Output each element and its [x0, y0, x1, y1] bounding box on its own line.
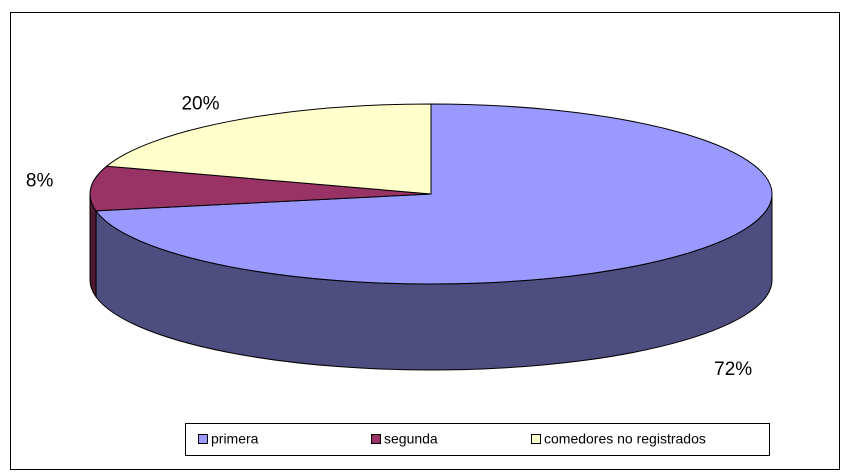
- legend-swatch: [198, 434, 208, 444]
- data-label: 8%: [26, 171, 54, 192]
- pie-tops: [89, 103, 773, 285]
- legend-label: segunda: [384, 431, 438, 447]
- legend-label: primera: [211, 431, 259, 447]
- data-label: 72%: [714, 359, 752, 380]
- data-labels: 72% 8% 20%: [26, 93, 752, 380]
- legend-swatch: [531, 434, 541, 444]
- pie-slice: [89, 165, 432, 212]
- legend: primera segunda comedores no registrados: [198, 431, 706, 447]
- pie-slice: [105, 103, 432, 195]
- legend-label: comedores no registrados: [544, 431, 706, 447]
- data-label: 20%: [181, 93, 219, 114]
- pie-slice: [95, 103, 773, 285]
- legend-swatch: [371, 434, 381, 444]
- legend-box: [185, 423, 770, 456]
